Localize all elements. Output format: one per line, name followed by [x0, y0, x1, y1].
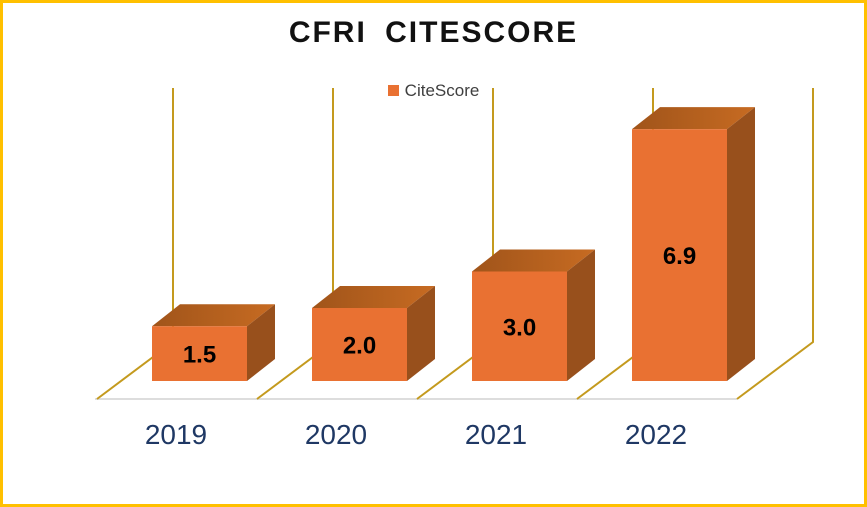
bar-2020: 2.0 — [312, 286, 435, 381]
bar-2022: 6.9 — [632, 107, 755, 382]
data-label-2021: 3.0 — [503, 314, 536, 341]
bar-front-face — [152, 326, 247, 381]
data-label-2022: 6.9 — [663, 243, 696, 270]
bar-side-face — [247, 304, 275, 381]
gridline-4 — [736, 88, 814, 400]
bar-front-face — [632, 129, 727, 381]
legend-marker-icon — [387, 85, 399, 96]
chart-title: CFRI CITESCORE — [288, 16, 579, 49]
bar-side-face — [567, 249, 595, 381]
bar-2021: 3.0 — [472, 249, 595, 381]
bar-front-face — [472, 271, 567, 381]
legend: CiteScore — [0, 82, 867, 99]
bar-top-face — [472, 249, 595, 272]
legend-series-label: CiteScore — [404, 81, 480, 100]
data-label-2019: 1.5 — [183, 342, 216, 369]
axis-label-2022: 2022 — [625, 419, 687, 450]
bar-top-face — [152, 304, 275, 327]
axis-label-2021: 2021 — [465, 419, 527, 450]
data-label-2020: 2.0 — [343, 333, 376, 360]
bar-side-face — [407, 286, 435, 381]
bar-2019: 1.5 — [152, 304, 275, 381]
bar-front-face — [312, 308, 407, 381]
axis-label-2020: 2020 — [305, 419, 367, 450]
axis-label-2019: 2019 — [145, 419, 207, 450]
bar-top-face — [632, 107, 755, 130]
bar-side-face — [727, 107, 755, 382]
bar-top-face — [312, 286, 435, 308]
